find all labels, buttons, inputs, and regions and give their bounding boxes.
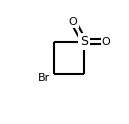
Text: O: O: [102, 37, 110, 47]
Text: Br: Br: [38, 73, 50, 83]
Text: O: O: [69, 17, 78, 27]
Text: S: S: [80, 35, 88, 48]
